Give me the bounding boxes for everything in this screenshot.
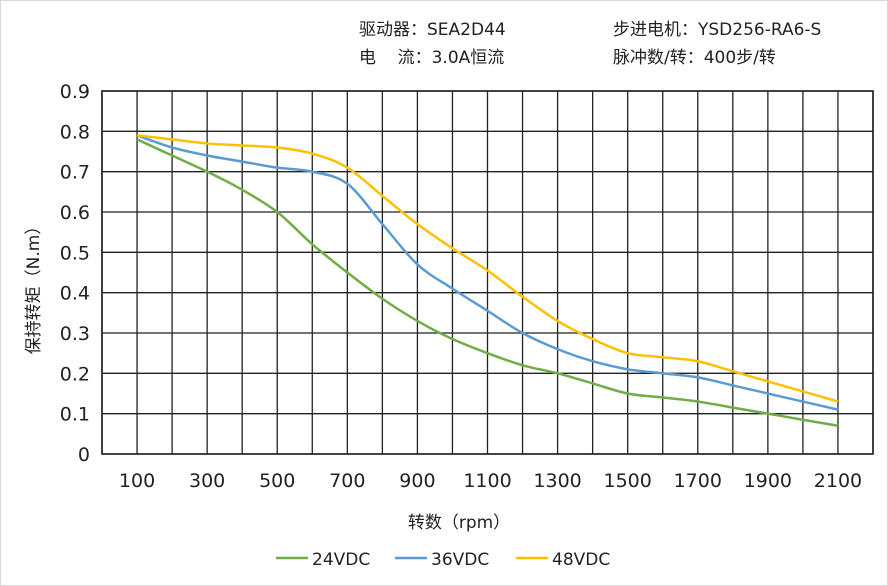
- x-tick-label: 700: [329, 470, 365, 492]
- y-tick-label: 0.6: [60, 202, 90, 224]
- x-tick-label: 900: [399, 470, 435, 492]
- plot-frame: [101, 90, 874, 455]
- x-tick-label: 1100: [463, 470, 511, 492]
- x-tick-label: 1900: [744, 470, 792, 492]
- x-axis-label: 转数（rpm）: [408, 513, 510, 533]
- y-tick-label: 0.5: [60, 242, 90, 264]
- y-tick-label: 0.4: [60, 283, 90, 305]
- legend-label: 48VDC: [552, 550, 610, 570]
- driver-label: 驱动器：SEA2D44: [359, 20, 506, 40]
- x-tick-label: 300: [189, 470, 225, 492]
- x-tick-label: 1700: [674, 470, 722, 492]
- current-label: 电 流：3.0A恒流: [359, 48, 505, 68]
- y-tick-label: 0.2: [60, 363, 90, 385]
- legend-label: 36VDC: [431, 550, 489, 570]
- y-tick-label: 0.1: [60, 404, 90, 426]
- y-tick-label: 0.7: [60, 162, 90, 184]
- x-tick-label: 1500: [604, 470, 652, 492]
- y-tick-label: 0: [78, 444, 90, 466]
- series-line-24vdc: [136, 138, 839, 427]
- x-tick-label: 100: [119, 470, 155, 492]
- legend-label: 24VDC: [312, 550, 370, 570]
- x-tick-label: 2100: [814, 470, 862, 492]
- series-line-36vdc: [136, 134, 839, 411]
- pulses-label: 脉冲数/转：400步/转: [613, 48, 776, 68]
- y-tick-label: 0.9: [60, 81, 90, 103]
- x-tick-label: 500: [259, 470, 295, 492]
- y-tick-label: 0.3: [60, 323, 90, 345]
- series-line-48vdc: [136, 134, 839, 403]
- x-tick-label: 1300: [533, 470, 581, 492]
- motor-label: 步进电机：YSD256-RA6-S: [613, 20, 822, 40]
- y-axis-label: 保持转矩（N.m）: [24, 218, 44, 355]
- y-tick-label: 0.8: [60, 121, 90, 143]
